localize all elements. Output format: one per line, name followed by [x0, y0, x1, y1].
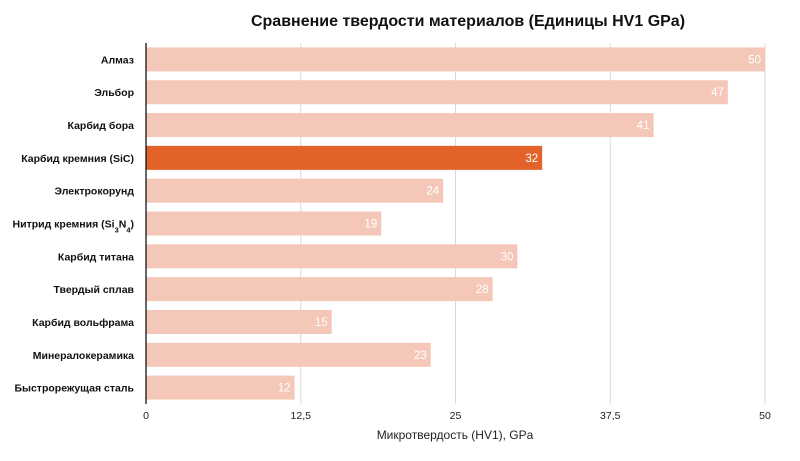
x-tick-label: 37,5: [600, 410, 621, 422]
category-labels: Алмаз Эльбор Карбид бора Карбид кремния (Si…: [13, 54, 135, 394]
bar: [146, 244, 518, 269]
bars: [146, 47, 765, 400]
bar: [146, 375, 295, 400]
value-label: 15: [315, 317, 328, 329]
chart-title: Сравнение твердости материалов (Единицы …: [251, 13, 685, 30]
value-label: 24: [426, 186, 439, 198]
value-label: 12: [278, 383, 291, 395]
category-label: Карбид бора: [68, 120, 135, 132]
category-label: Карбид вольфрама: [32, 317, 134, 329]
bar: [146, 342, 431, 367]
value-label: 41: [637, 120, 650, 132]
category-label: Карбид титана: [58, 251, 134, 263]
value-label: 28: [476, 284, 489, 296]
x-tick-label: 25: [450, 410, 462, 422]
bar: [146, 113, 654, 138]
bar: [146, 211, 382, 236]
value-label: 47: [711, 87, 724, 99]
value-label: 30: [501, 251, 514, 263]
value-label: 50: [748, 54, 761, 66]
category-label: Нитрид кремния (Si3N4): [13, 219, 134, 235]
x-tick-label: 12,5: [291, 410, 312, 422]
bar: [146, 178, 444, 203]
bar: [146, 47, 765, 72]
category-label: Минералокерамика: [33, 350, 134, 362]
category-label: Быстрорежущая сталь: [14, 383, 134, 395]
category-label: Эльбор: [94, 87, 134, 99]
x-tick-label: 50: [759, 410, 771, 422]
x-tick-labels: 0 12,5 25 37,5 50: [143, 410, 771, 422]
category-label: Твердый сплав: [54, 284, 135, 296]
value-labels: 50 47 41 32 24 19 30 28 15 23 12: [278, 54, 761, 394]
bar: [146, 145, 543, 170]
value-label: 19: [364, 219, 377, 231]
bar: [146, 309, 332, 334]
value-label: 23: [414, 350, 427, 362]
x-axis-title: Микротвердость (HV1), GPa: [377, 428, 534, 442]
bar: [146, 80, 728, 105]
category-label: Карбид кремния (SiC): [21, 153, 134, 165]
category-label: Электрокорунд: [55, 186, 135, 198]
bar: [146, 277, 493, 302]
category-label: Алмаз: [101, 54, 134, 66]
value-label: 32: [525, 153, 538, 165]
x-tick-label: 0: [143, 410, 149, 422]
